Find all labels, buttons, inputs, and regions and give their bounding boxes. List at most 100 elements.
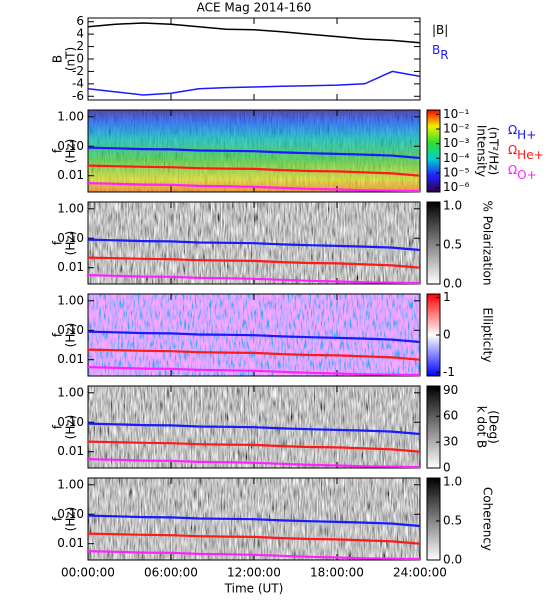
y-tick-label: 4 [76,27,84,41]
colorbar-tick-label: 10⁻² [443,122,470,136]
line [87,532,421,545]
legend-subscript: O+ [517,168,537,182]
y-axis-label: (Hz) [64,139,78,164]
colorbar-label: Ellipticity [481,308,495,363]
y-tick-label: -4 [72,76,84,90]
colorbar-tick-label: 60 [443,409,458,423]
colorbar-tick-label: -1 [443,365,455,379]
y-axis-label: (Hz) [64,507,78,532]
colorbar-label: k dot B [475,406,489,448]
y-tick-label: 0.01 [57,536,84,550]
y-tick-label: 0.10 [57,231,84,245]
y-tick-label: 2 [76,39,84,53]
colorbar-tick-label: 10⁻⁴ [443,151,470,165]
colorbar-label: Intensity [475,125,489,177]
legend-name: Ω [508,143,517,157]
legend-name: Ω [508,123,517,137]
line [87,164,421,177]
colorbar-tick-label: 1.0 [443,474,462,488]
colorbar-tick-label: 0.5 [443,513,462,527]
line [87,366,421,377]
y-tick-label: 0 [76,52,84,66]
colorbar-tick-label: 30 [443,435,458,449]
colorbar-tick-label: 10⁻⁶ [443,180,470,194]
line [87,146,421,160]
x-tick-label: 06:00:00 [144,566,198,580]
colorbar-tick-label: 0 [443,461,451,475]
y-tick-label: 6 [76,14,84,28]
legend-subscript: R [440,48,448,62]
colorbar-label: % Polarization [481,201,495,286]
y-axis-label: f [51,424,65,429]
y-axis-label: (Hz) [64,415,78,440]
colorbar-tick-label: 0 [443,328,451,342]
line [87,348,421,361]
y-tick-label: 0.10 [57,139,84,153]
legend-entry: ΩHe+ [508,143,544,162]
colorbar-tick-label: 10⁻¹ [443,107,470,121]
legend-name: |B| [432,23,448,37]
colorbar [426,385,441,469]
y-axis-label: (nT) [64,47,78,71]
colorbar-tick-label: 10⁻⁵ [443,165,470,179]
legend-entry: |B| [432,23,448,37]
y-axis-label: B [51,55,65,63]
x-tick-label: 24:00:00 [393,566,447,580]
colorbar-tick-label: 0.0 [443,553,462,567]
x-tick-label: 18:00:00 [310,566,364,580]
y-axis-label: (Hz) [64,323,78,348]
line [87,422,421,436]
y-tick-label: 0.01 [57,168,84,182]
colorbar-tick-label: 0.5 [443,237,462,251]
y-tick-label: -6 [72,89,84,103]
y-tick-label: 0.01 [57,260,84,274]
line [87,256,421,269]
y-tick-label: 0.10 [57,415,84,429]
legend-entry: ΩO+ [508,163,537,182]
y-tick-label: -2 [72,64,84,78]
y-tick-label: 1.00 [57,477,84,491]
y-axis-label: f [51,332,65,337]
colorbar-tick-label: 1.0 [443,198,462,212]
line [87,274,421,285]
legend-entry: BR [432,43,449,62]
legend-name: B [432,43,440,57]
colorbar [426,477,441,561]
legend-name: Ω [508,163,517,177]
y-axis-label: f [51,148,65,153]
colorbar-tick-label: 1 [443,290,451,304]
y-tick-label: 0.10 [57,507,84,521]
line [87,550,421,561]
line [87,70,421,96]
y-axis-label: (Hz) [64,231,78,256]
colorbar-label: (Deg) [487,410,501,444]
y-tick-label: 0.10 [57,323,84,337]
line [87,514,421,528]
colorbar-tick-label: 10⁻³ [443,136,470,150]
line [87,458,421,469]
line [87,440,421,453]
line [87,22,421,44]
y-axis-label: f [51,240,65,245]
colorbar-tick-label: 0.0 [443,277,462,291]
colorbar [426,201,441,285]
line [87,182,421,193]
y-tick-label: 1.00 [57,201,84,215]
colorbar-tick-label: 90 [443,383,458,397]
colorbar-label: (nT²/Hz) [487,127,501,175]
legend-subscript: He+ [517,148,543,162]
legend-subscript: H+ [517,128,536,142]
line [87,238,421,252]
y-tick-label: 0.01 [57,444,84,458]
y-tick-label: 1.00 [57,293,84,307]
colorbar-label: Coherency [481,487,495,551]
chart-title: ACE Mag 2014-160 [197,1,312,15]
x-axis-label: Time (UT) [224,582,284,596]
y-tick-label: 1.00 [57,385,84,399]
colorbar [426,109,441,193]
y-axis-label: f [51,516,65,521]
line [87,330,421,344]
y-tick-label: 0.01 [57,352,84,366]
x-tick-label: 12:00:00 [227,566,281,580]
